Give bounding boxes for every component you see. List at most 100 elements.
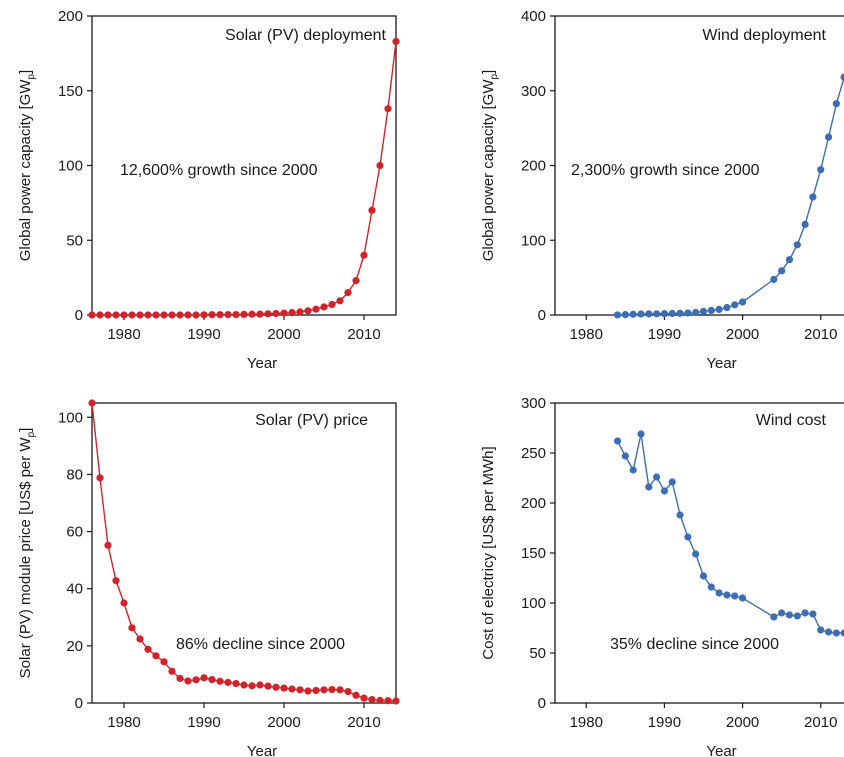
data-point xyxy=(128,311,136,319)
y-tick-label: 150 xyxy=(521,545,546,562)
data-point xyxy=(216,311,224,319)
data-point xyxy=(96,474,104,482)
data-point xyxy=(699,307,708,316)
x-tick-label: 1990 xyxy=(187,326,220,343)
data-point xyxy=(692,308,700,317)
data-point xyxy=(200,674,208,682)
data-point xyxy=(621,452,629,460)
data-point xyxy=(660,310,669,318)
data-point xyxy=(684,309,692,317)
y-axis-label: Global power capacity [GWp] xyxy=(480,70,500,261)
data-point xyxy=(104,541,112,549)
data-point xyxy=(376,161,384,170)
y-tick-label: 20 xyxy=(66,638,83,655)
data-point xyxy=(136,635,144,643)
data-point xyxy=(824,133,833,141)
data-point xyxy=(384,697,392,705)
chart-panel: 1980 1990 2000 2010 0 100 200 300 400 Year Global … xyxy=(480,8,844,372)
data-point xyxy=(192,311,200,319)
y-axis-label: Global power capacity [GWp] xyxy=(17,70,37,261)
data-point xyxy=(731,592,739,600)
data-point xyxy=(352,277,360,285)
data-point xyxy=(176,311,184,319)
data-point xyxy=(629,466,637,474)
data-point xyxy=(192,676,200,684)
data-point xyxy=(392,37,400,46)
y-tick-label: 250 xyxy=(521,445,546,462)
data-point xyxy=(778,267,786,275)
data-point xyxy=(312,686,320,695)
data-point xyxy=(715,305,723,313)
data-point xyxy=(96,311,104,319)
data-point xyxy=(676,511,684,519)
data-point xyxy=(629,310,637,318)
x-tick-label: 2010 xyxy=(804,714,837,731)
data-point xyxy=(676,309,684,317)
data-point xyxy=(368,206,376,214)
y-tick-label: 150 xyxy=(58,83,83,100)
data-point xyxy=(272,683,280,691)
y-tick-label: 200 xyxy=(58,8,83,25)
data-point xyxy=(613,437,622,445)
chart-title: Solar (PV) deployment xyxy=(225,27,387,44)
chart-title: Wind deployment xyxy=(702,27,826,44)
data-point xyxy=(840,629,844,637)
x-axis-label: Year xyxy=(247,355,277,372)
y-tick-label: 40 xyxy=(66,581,83,598)
data-point xyxy=(288,685,296,693)
data-point xyxy=(801,220,809,229)
data-point xyxy=(296,686,304,694)
series-line xyxy=(91,402,397,702)
data-point xyxy=(272,309,280,318)
data-point xyxy=(152,652,160,660)
data-point xyxy=(707,306,715,315)
y-axis-label: Solar (PV) module price [US$ per Wp] xyxy=(17,428,37,679)
data-point xyxy=(645,483,653,491)
annotation-text: 35% decline since 2000 xyxy=(610,636,779,653)
data-point xyxy=(840,73,844,81)
y-tick-label: 200 xyxy=(521,495,546,512)
data-point xyxy=(824,628,833,636)
data-point xyxy=(699,572,708,580)
data-point xyxy=(232,679,240,688)
x-tick-label: 2000 xyxy=(267,714,300,731)
data-point xyxy=(224,678,232,687)
y-tick-label: 60 xyxy=(66,524,83,541)
data-point xyxy=(817,626,825,634)
data-point xyxy=(296,308,304,316)
chart-title: Wind cost xyxy=(756,412,827,429)
data-point xyxy=(88,399,96,407)
x-tick-label: 1980 xyxy=(570,714,603,731)
data-point xyxy=(621,311,629,319)
data-point xyxy=(668,478,676,486)
data-point xyxy=(184,677,192,685)
data-point xyxy=(832,100,840,108)
data-point xyxy=(280,684,288,692)
x-axis-label: Year xyxy=(706,743,736,757)
data-point xyxy=(360,694,368,702)
y-tick-label: 300 xyxy=(521,83,546,100)
data-point xyxy=(144,645,152,653)
y-tick-label: 50 xyxy=(66,232,83,249)
data-point xyxy=(668,309,676,318)
chart-panel: 1980 1990 2000 2010 0 50 100 150 200 250 300 Year Co… xyxy=(480,395,844,757)
plot-frame xyxy=(91,402,397,704)
y-tick-label: 50 xyxy=(529,645,546,662)
data-point xyxy=(738,594,747,602)
x-tick-label: 2000 xyxy=(726,714,759,731)
data-point xyxy=(304,307,312,315)
data-point xyxy=(208,311,216,319)
y-tick-label: 80 xyxy=(66,466,83,483)
data-point xyxy=(248,310,256,318)
y-tick-label: 200 xyxy=(521,158,546,175)
data-point xyxy=(832,629,840,637)
annotation-text: 12,600% growth since 2000 xyxy=(120,162,318,179)
y-tick-label: 100 xyxy=(58,158,83,175)
data-point xyxy=(200,311,208,319)
y-tick-label: 0 xyxy=(538,307,546,324)
data-point xyxy=(120,311,128,319)
x-axis-label: Year xyxy=(247,743,277,757)
data-point xyxy=(320,686,328,694)
data-point xyxy=(660,487,669,495)
